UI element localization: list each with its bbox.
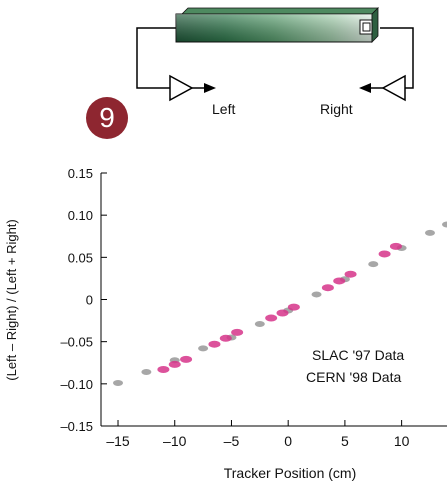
cern-data-point bbox=[219, 334, 232, 342]
x-tick-label: –15 bbox=[106, 433, 130, 449]
left-arrow-icon bbox=[204, 83, 216, 93]
data-points bbox=[113, 221, 447, 386]
cern-data-point bbox=[265, 314, 278, 322]
x-tick-label: 10 bbox=[394, 433, 410, 449]
right-amplifier-icon bbox=[381, 74, 406, 102]
right-label: Right bbox=[320, 101, 353, 117]
right-wire bbox=[380, 27, 414, 89]
cern-data-point bbox=[157, 365, 170, 373]
slac-data-point bbox=[424, 229, 435, 236]
legend-cern: CERN '98 Data bbox=[306, 369, 401, 385]
x-tick-label: 0 bbox=[284, 433, 292, 449]
x-tick-label: –5 bbox=[224, 433, 240, 449]
y-tick-label: –0.10 bbox=[60, 377, 93, 392]
cern-data-point bbox=[208, 340, 221, 348]
x-axis-label: Tracker Position (cm) bbox=[224, 465, 357, 481]
section-number-badge: 9 bbox=[86, 97, 128, 139]
scatter-plot: 0.15 0.10 0.05 0 –0.05 –0.10 –0.15 –15 –10 –5 0 5 10… bbox=[4, 166, 447, 481]
y-tick-label: 0.05 bbox=[68, 250, 93, 265]
cern-data-point bbox=[344, 270, 357, 278]
slac-data-point bbox=[442, 221, 447, 228]
y-axis-label: (Left – Right) / (Left + Right) bbox=[4, 219, 19, 380]
slac-data-point bbox=[141, 369, 152, 376]
y-tick-label: 0 bbox=[86, 293, 93, 308]
detector-diagram: Left Right bbox=[136, 7, 414, 117]
cern-data-point bbox=[276, 309, 289, 317]
cern-data-point bbox=[168, 360, 181, 368]
y-tick-label: 0.10 bbox=[68, 208, 93, 223]
scintillator-bar-top bbox=[181, 7, 379, 15]
y-tick-label: 0.15 bbox=[68, 166, 93, 181]
y-tick-label: –0.15 bbox=[60, 419, 93, 434]
cern-data-point bbox=[180, 355, 193, 363]
slac-data-point bbox=[198, 345, 209, 352]
y-tick-label: –0.05 bbox=[60, 335, 93, 350]
slac-data-point bbox=[254, 320, 265, 327]
cern-data-point bbox=[378, 250, 391, 258]
legend-slac: SLAC '97 Data bbox=[312, 347, 404, 363]
cern-data-point bbox=[287, 303, 300, 311]
legend: SLAC '97 Data CERN '98 Data bbox=[306, 347, 404, 385]
axes bbox=[100, 172, 447, 427]
cern-data-point bbox=[389, 242, 402, 250]
slac-data-point bbox=[368, 261, 379, 268]
left-label: Left bbox=[212, 101, 235, 117]
right-arrow-icon bbox=[359, 83, 371, 93]
cern-data-point bbox=[333, 277, 346, 285]
left-wire bbox=[136, 27, 182, 89]
slac-data-point bbox=[311, 291, 322, 298]
tick-labels: 0.15 0.10 0.05 0 –0.05 –0.10 –0.15 –15 –10 –5 0 5 10 bbox=[60, 166, 409, 449]
scintillator-bar-end bbox=[371, 7, 379, 43]
cern-data-point bbox=[231, 328, 244, 336]
cern-data-point bbox=[321, 284, 334, 292]
left-amplifier-icon bbox=[169, 74, 194, 102]
x-tick-label: –10 bbox=[163, 433, 187, 449]
slac-data-point bbox=[113, 379, 124, 386]
x-tick-label: 5 bbox=[341, 433, 349, 449]
